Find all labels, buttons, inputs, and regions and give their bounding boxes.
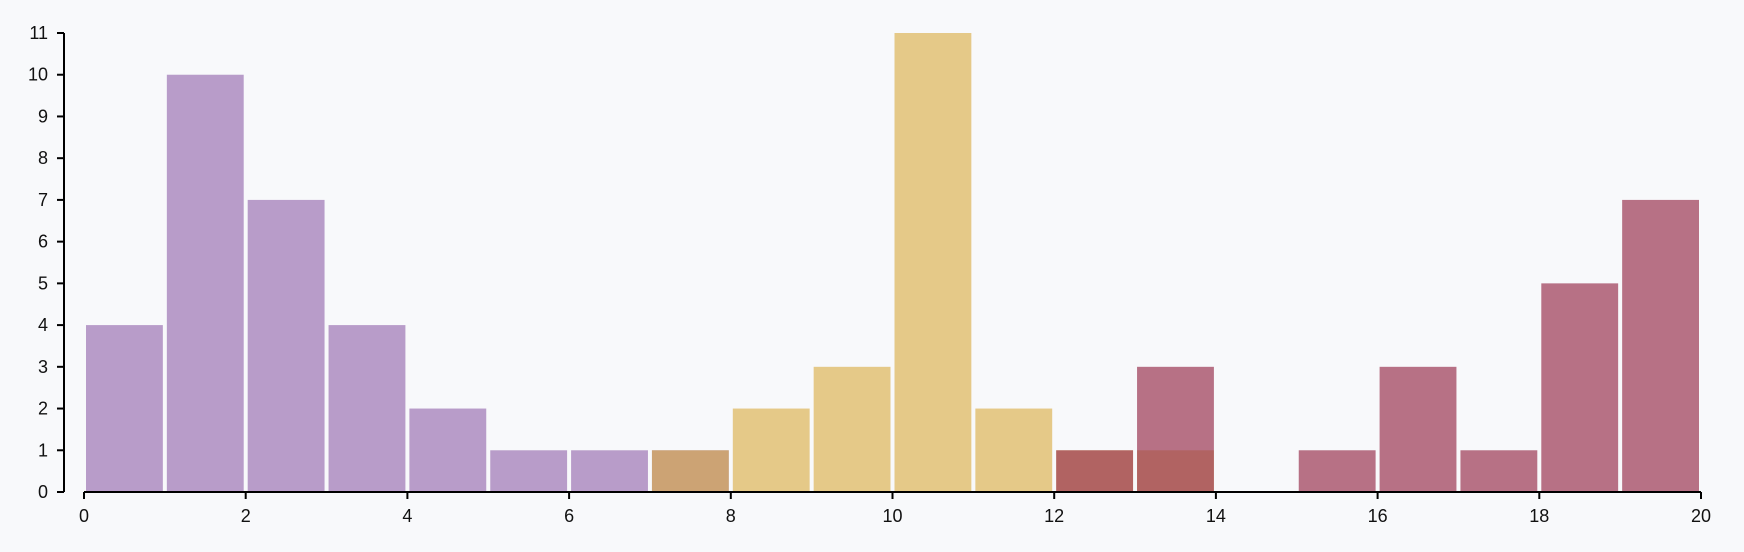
bar-series1-bin-2 bbox=[247, 199, 325, 492]
bar-series2-bin-3 bbox=[894, 33, 972, 492]
x-tick-label: 14 bbox=[1206, 506, 1226, 526]
y-tick-label: 10 bbox=[28, 65, 48, 85]
x-tick-label: 12 bbox=[1044, 506, 1064, 526]
x-tick-label: 6 bbox=[564, 506, 574, 526]
x-tick-label: 8 bbox=[726, 506, 736, 526]
y-tick-label: 4 bbox=[38, 315, 48, 335]
bar-series3-bin-3 bbox=[1379, 366, 1457, 492]
bar-series3-bin-2 bbox=[1298, 450, 1376, 492]
y-tick-label: 8 bbox=[38, 148, 48, 168]
x-tick-label: 18 bbox=[1529, 506, 1549, 526]
y-tick-label: 0 bbox=[38, 482, 48, 502]
y-tick-label: 9 bbox=[38, 106, 48, 126]
x-tick-label: 16 bbox=[1368, 506, 1388, 526]
y-tick-label: 11 bbox=[29, 23, 48, 43]
bar-series3-bin-4 bbox=[1460, 450, 1538, 492]
bar-series1-bin-6 bbox=[571, 450, 648, 492]
bar-series3-bin-5 bbox=[1541, 283, 1619, 492]
x-tick-label: 20 bbox=[1691, 506, 1711, 526]
x-tick-label: 4 bbox=[402, 506, 412, 526]
bar-series1-bin-4 bbox=[409, 408, 487, 492]
y-tick-label: 2 bbox=[38, 399, 48, 419]
y-tick-label: 5 bbox=[38, 273, 48, 293]
y-tick-label: 1 bbox=[38, 440, 48, 460]
y-tick-label: 7 bbox=[38, 190, 48, 210]
bars-layer bbox=[86, 33, 1699, 493]
x-tick-label: 10 bbox=[882, 506, 902, 526]
y-tick-label: 6 bbox=[38, 232, 48, 252]
bar-series1-bin-5 bbox=[490, 450, 568, 492]
bar-series2-bin-0 bbox=[651, 450, 729, 492]
bar-series3-bin-0 bbox=[1056, 450, 1134, 492]
bar-series2-bin-1 bbox=[732, 408, 810, 492]
bar-series1-bin-1 bbox=[166, 74, 244, 493]
x-tick-label: 2 bbox=[241, 506, 251, 526]
y-tick-label: 3 bbox=[38, 357, 48, 377]
x-tick-label: 0 bbox=[79, 506, 89, 526]
bar-series1-bin-3 bbox=[328, 325, 406, 492]
bar-series2-bin-2 bbox=[813, 366, 891, 492]
bar-series3-bin-6 bbox=[1622, 199, 1699, 492]
bar-series2-bin-4 bbox=[975, 408, 1053, 492]
bar-series1-bin-0 bbox=[86, 325, 163, 492]
bar-series3-bin-1 bbox=[1137, 366, 1214, 492]
